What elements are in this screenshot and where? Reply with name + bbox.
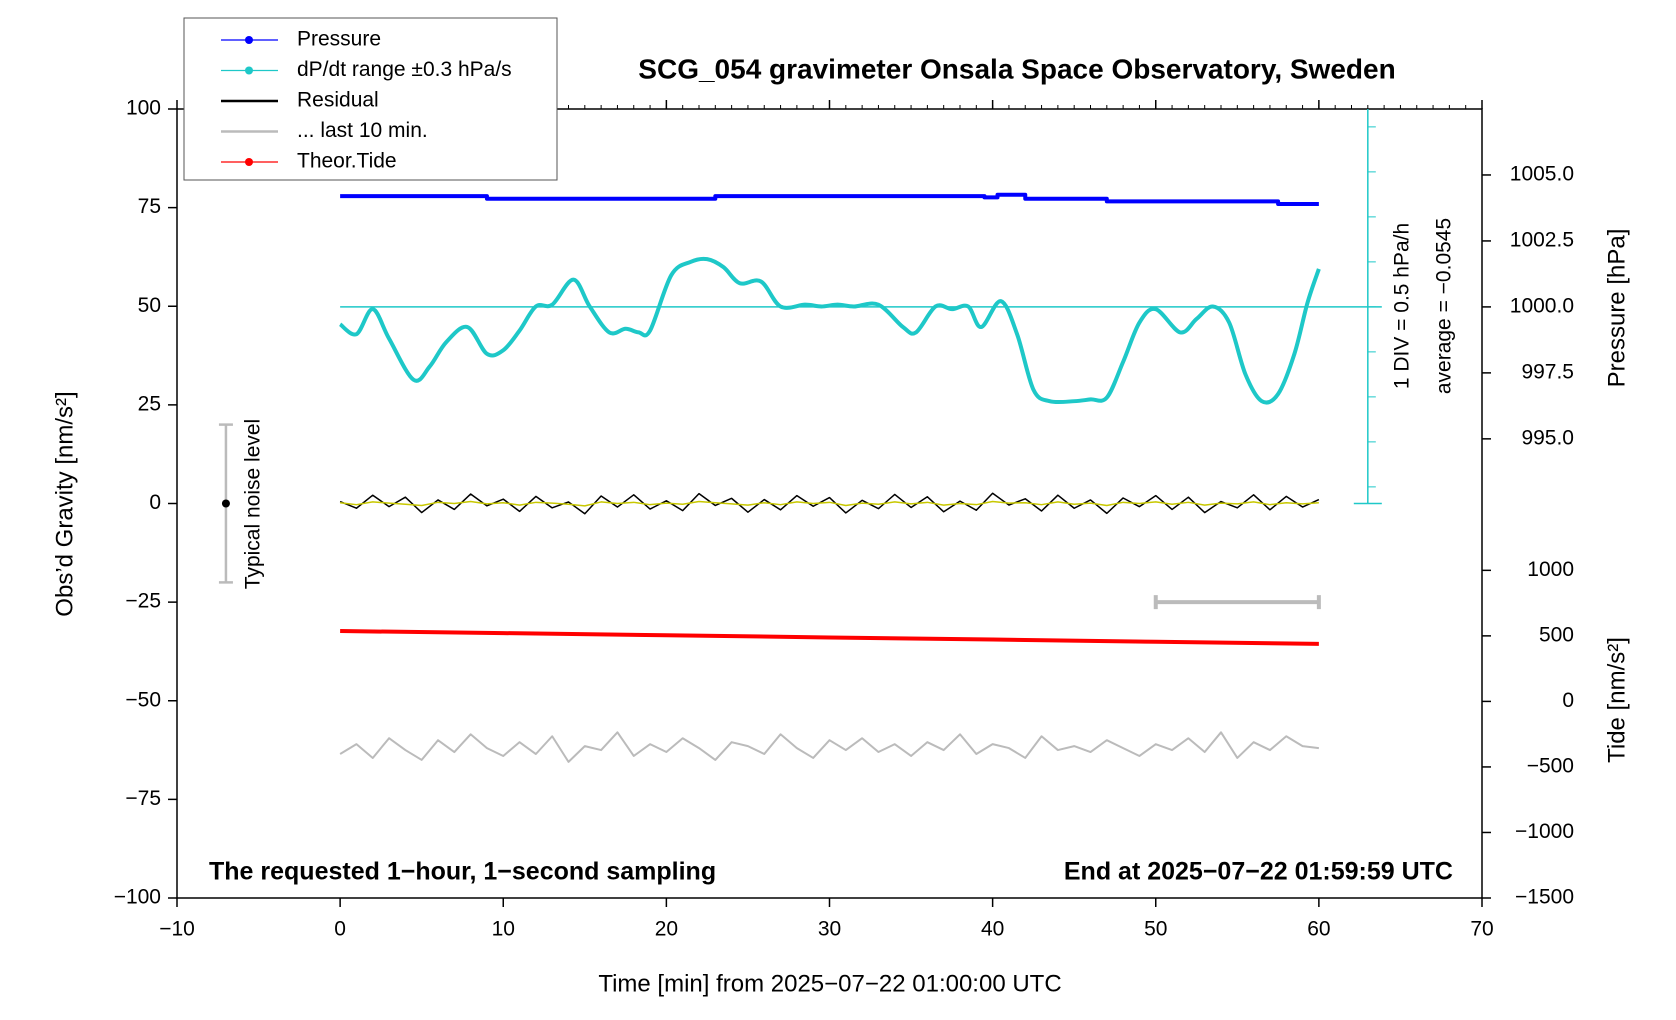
y-tick-label: 25 — [138, 392, 161, 415]
series-line — [340, 500, 1319, 507]
legend-label: Theor.Tide — [297, 150, 397, 173]
legend-marker — [245, 36, 253, 44]
legend-marker — [245, 158, 253, 166]
y2-tick-label: 995.0 — [1521, 426, 1574, 449]
legend-label: Pressure — [297, 28, 381, 51]
y2-tick-label: 1000.0 — [1510, 294, 1574, 317]
x-tick-label: 10 — [492, 918, 515, 941]
note-left: The requested 1−hour, 1−second sampling — [209, 858, 716, 886]
series-line — [338, 256, 1321, 405]
y3-tick-label: −1500 — [1515, 886, 1574, 909]
x-tick-label: 0 — [334, 918, 346, 941]
series-line — [340, 192, 1319, 206]
y2-tick-label: 1005.0 — [1510, 163, 1574, 186]
x-tick-label: 30 — [818, 918, 841, 941]
y-tick-label: 100 — [126, 97, 161, 120]
legend-label: dP/dt range ±0.3 hPa/s — [297, 58, 512, 81]
plot-frame — [176, 108, 1483, 899]
y-tick-label: −100 — [114, 886, 161, 909]
x-tick-label: 50 — [1144, 918, 1167, 941]
noise-center — [221, 499, 230, 508]
y-tick-label: 75 — [138, 195, 161, 218]
y2-axis-label: Pressure [hPa] — [1603, 229, 1630, 388]
y-tick-label: 0 — [149, 491, 161, 514]
y-tick-label: −50 — [125, 688, 161, 711]
y3-tick-label: 500 — [1539, 623, 1574, 646]
y2-tick-label: 997.5 — [1521, 360, 1574, 383]
note-right: End at 2025−07−22 01:59:59 UTC — [1064, 858, 1453, 886]
legend-box — [183, 17, 558, 181]
series-line — [339, 731, 1320, 763]
x-tick-label: 20 — [655, 918, 678, 941]
y2-tick-label: 1002.5 — [1510, 228, 1574, 251]
y3-tick-label: 0 — [1562, 689, 1574, 712]
y3-tick-label: −1000 — [1515, 820, 1574, 843]
series-line — [339, 492, 1320, 515]
y3-axis-label: Tide [nm/s²] — [1603, 637, 1630, 763]
y-tick-label: 50 — [138, 294, 161, 317]
legend: Pressure dP/dt range ±0.3 hPa/s Residual..… — [183, 17, 558, 181]
y-axis-label: Obs’d Gravity [nm/s²] — [51, 391, 78, 616]
x-tick-label: −10 — [159, 918, 195, 941]
y3-tick-label: −500 — [1527, 754, 1574, 777]
y-tick-label: −25 — [125, 590, 161, 613]
legend-marker — [245, 66, 253, 75]
x-tick-label: 60 — [1307, 918, 1330, 941]
x-tick-label: 70 — [1470, 918, 1493, 941]
noise-level-label: Typical noise level — [242, 419, 265, 589]
chart-title: SCG_054 gravimeter Onsala Space Observat… — [638, 53, 1395, 84]
dpdt-scale-label: 1 DIV = 0.5 hPa/h — [1391, 223, 1414, 389]
legend-label: ... last 10 min. — [297, 119, 428, 142]
x-axis-label: Time [min] from 2025−07−22 01:00:00 UTC — [598, 970, 1061, 997]
series-line — [340, 629, 1319, 646]
y-tick-label: −75 — [125, 787, 161, 810]
dpdt-average-label: average = −0.0545 — [1433, 218, 1456, 394]
x-tick-label: 40 — [981, 918, 1004, 941]
legend-label: Residual — [297, 89, 379, 112]
y3-tick-label: 1000 — [1527, 558, 1574, 581]
